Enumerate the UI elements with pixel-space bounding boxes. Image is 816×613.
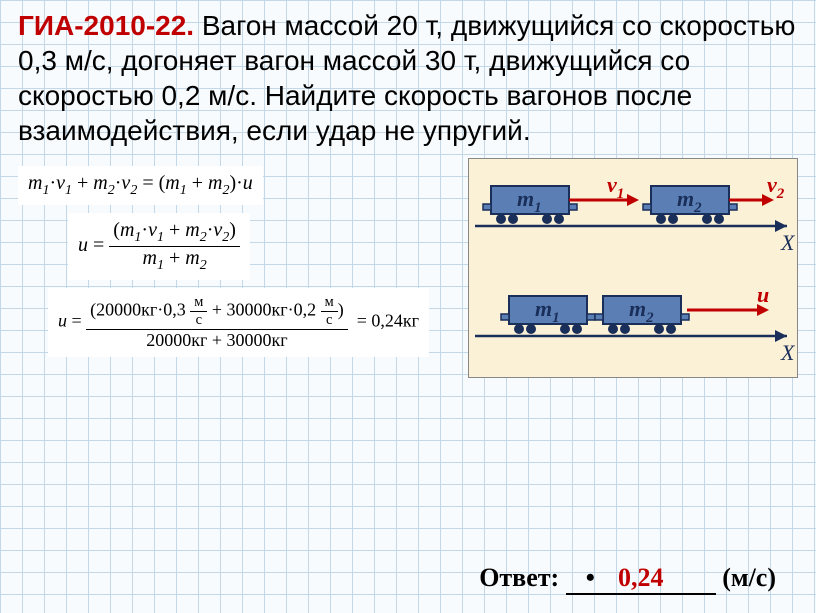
equation-3: u = (20000кг·0,3 мс + 30000кг·0,2 мс) 20… bbox=[48, 288, 429, 357]
equations-area: m1·v1 + m2·v2 = (m1 + m2)·u u = (m1·v1 +… bbox=[18, 158, 452, 378]
problem-tag: ГИА-2010-22. bbox=[18, 10, 194, 41]
answer-line: Ответ: • 0,24 (м/с) bbox=[479, 563, 776, 595]
problem-text: ГИА-2010-22. Вагон массой 20 т, движущий… bbox=[18, 8, 798, 148]
svg-text:v1: v1 bbox=[607, 172, 624, 202]
answer-value: 0,24 bbox=[618, 563, 664, 592]
equation-1: m1·v1 + m2·v2 = (m1 + m2)·u bbox=[18, 166, 263, 205]
svg-text:v2: v2 bbox=[767, 172, 785, 202]
svg-text:X: X bbox=[780, 230, 796, 255]
bullet-icon: • bbox=[586, 563, 595, 593]
equation-2: u = (m1·v1 + m2·v2) m1 + m2 bbox=[68, 213, 250, 280]
physics-diagram: Xm1m2v1v2Xm1m2u bbox=[468, 158, 798, 378]
answer-label: Ответ: bbox=[479, 563, 559, 592]
svg-text:u: u bbox=[757, 282, 769, 307]
answer-unit: (м/с) bbox=[722, 563, 776, 592]
svg-text:X: X bbox=[780, 340, 796, 365]
